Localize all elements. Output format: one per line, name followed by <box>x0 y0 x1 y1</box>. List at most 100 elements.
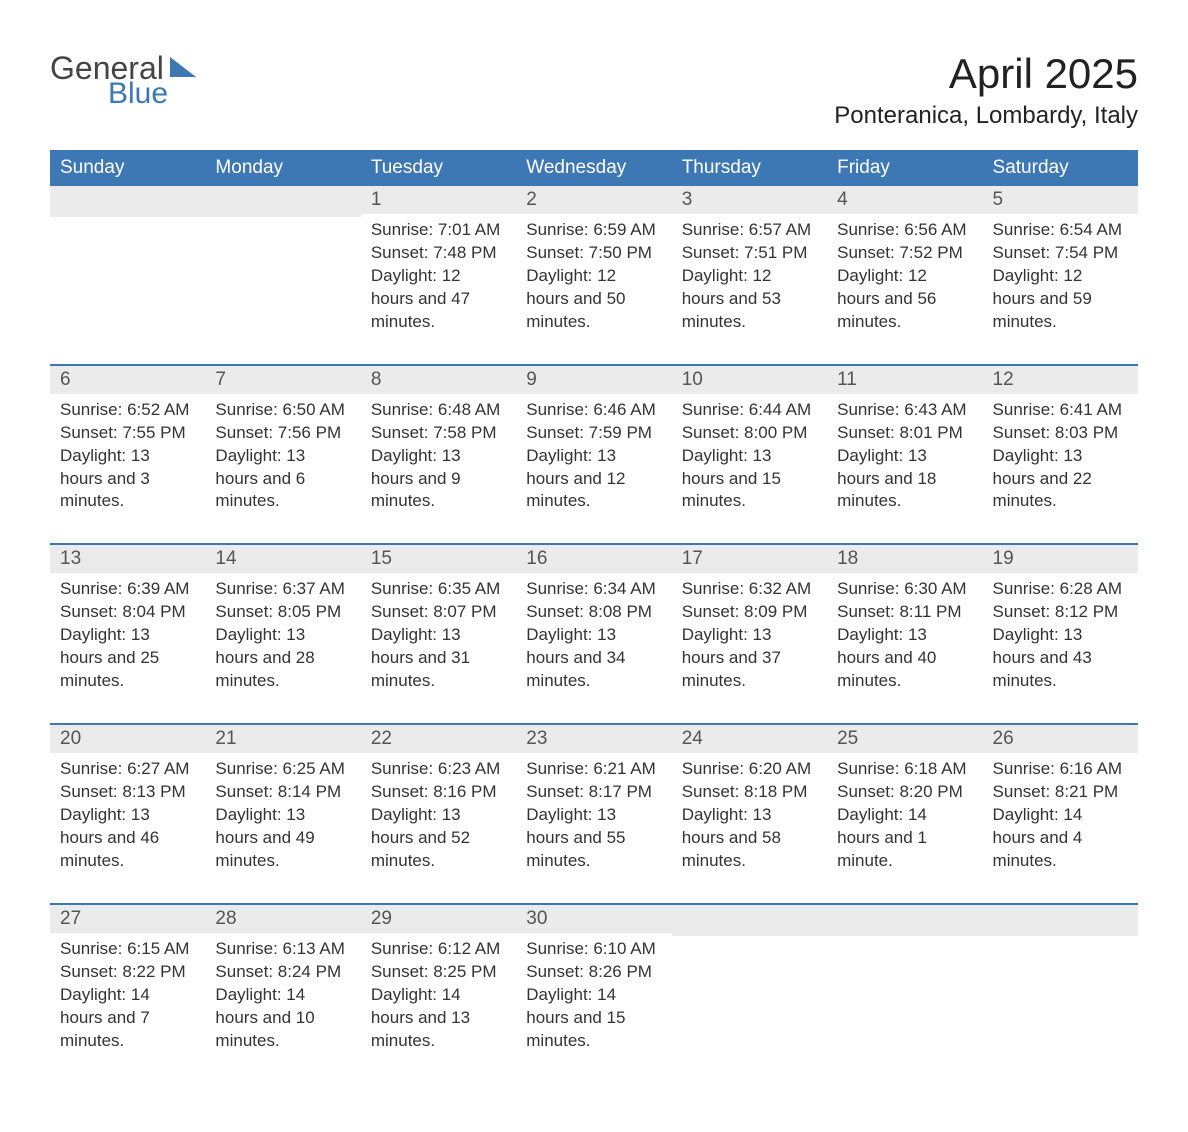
day-number: 8 <box>361 366 516 394</box>
daylight-text: Daylight: 14 hours and 13 minutes. <box>371 984 506 1053</box>
day-number: 3 <box>672 186 827 214</box>
sunrise-text: Sunrise: 7:01 AM <box>371 219 506 242</box>
day-number: 18 <box>827 545 982 573</box>
day-number: 19 <box>983 545 1138 573</box>
calendar-day-cell: 26Sunrise: 6:16 AMSunset: 8:21 PMDayligh… <box>983 724 1138 904</box>
weekday-header-row: Sunday Monday Tuesday Wednesday Thursday… <box>50 150 1138 186</box>
sunset-text: Sunset: 7:58 PM <box>371 422 506 445</box>
day-number: 9 <box>516 366 671 394</box>
weekday-header: Wednesday <box>516 150 671 186</box>
day-content: Sunrise: 6:41 AMSunset: 8:03 PMDaylight:… <box>983 394 1138 544</box>
sunrise-text: Sunrise: 6:23 AM <box>371 758 506 781</box>
day-content: Sunrise: 6:34 AMSunset: 8:08 PMDaylight:… <box>516 573 671 723</box>
day-number: 6 <box>50 366 205 394</box>
day-number: 2 <box>516 186 671 214</box>
sunset-text: Sunset: 8:16 PM <box>371 781 506 804</box>
daylight-text: Daylight: 12 hours and 53 minutes. <box>682 265 817 334</box>
calendar-day-cell: 2Sunrise: 6:59 AMSunset: 7:50 PMDaylight… <box>516 186 671 365</box>
sunset-text: Sunset: 7:51 PM <box>682 242 817 265</box>
sunset-text: Sunset: 8:22 PM <box>60 961 195 984</box>
calendar-day-cell: 6Sunrise: 6:52 AMSunset: 7:55 PMDaylight… <box>50 365 205 545</box>
sunrise-text: Sunrise: 6:30 AM <box>837 578 972 601</box>
day-number: 23 <box>516 725 671 753</box>
sunrise-text: Sunrise: 6:35 AM <box>371 578 506 601</box>
daylight-text: Daylight: 13 hours and 28 minutes. <box>215 624 350 693</box>
calendar-day-cell: 5Sunrise: 6:54 AMSunset: 7:54 PMDaylight… <box>983 186 1138 365</box>
sunset-text: Sunset: 8:21 PM <box>993 781 1128 804</box>
daylight-text: Daylight: 13 hours and 52 minutes. <box>371 804 506 873</box>
calendar-day-cell: 1Sunrise: 7:01 AMSunset: 7:48 PMDaylight… <box>361 186 516 365</box>
daylight-text: Daylight: 13 hours and 40 minutes. <box>837 624 972 693</box>
day-content: Sunrise: 6:48 AMSunset: 7:58 PMDaylight:… <box>361 394 516 544</box>
day-number <box>205 186 360 217</box>
calendar-day-cell: 10Sunrise: 6:44 AMSunset: 8:00 PMDayligh… <box>672 365 827 545</box>
day-content: Sunrise: 6:37 AMSunset: 8:05 PMDaylight:… <box>205 573 360 723</box>
calendar-day-cell: 4Sunrise: 6:56 AMSunset: 7:52 PMDaylight… <box>827 186 982 365</box>
daylight-text: Daylight: 13 hours and 9 minutes. <box>371 445 506 514</box>
sunrise-text: Sunrise: 6:37 AM <box>215 578 350 601</box>
day-content: Sunrise: 6:25 AMSunset: 8:14 PMDaylight:… <box>205 753 360 903</box>
day-number: 16 <box>516 545 671 573</box>
sunset-text: Sunset: 8:09 PM <box>682 601 817 624</box>
weekday-header: Thursday <box>672 150 827 186</box>
day-content: Sunrise: 6:12 AMSunset: 8:25 PMDaylight:… <box>361 933 516 1083</box>
calendar-table: Sunday Monday Tuesday Wednesday Thursday… <box>50 150 1138 1082</box>
sunrise-text: Sunrise: 6:28 AM <box>993 578 1128 601</box>
day-number: 17 <box>672 545 827 573</box>
sunset-text: Sunset: 8:08 PM <box>526 601 661 624</box>
day-content <box>983 936 1138 1061</box>
calendar-day-cell: 21Sunrise: 6:25 AMSunset: 8:14 PMDayligh… <box>205 724 360 904</box>
sunset-text: Sunset: 7:59 PM <box>526 422 661 445</box>
sunrise-text: Sunrise: 6:41 AM <box>993 399 1128 422</box>
day-content <box>50 217 205 342</box>
calendar-day-cell: 7Sunrise: 6:50 AMSunset: 7:56 PMDaylight… <box>205 365 360 545</box>
calendar-day-cell <box>827 904 982 1083</box>
sunrise-text: Sunrise: 6:59 AM <box>526 219 661 242</box>
daylight-text: Daylight: 14 hours and 7 minutes. <box>60 984 195 1053</box>
day-content: Sunrise: 6:18 AMSunset: 8:20 PMDaylight:… <box>827 753 982 903</box>
sunset-text: Sunset: 8:20 PM <box>837 781 972 804</box>
weekday-header: Tuesday <box>361 150 516 186</box>
calendar-day-cell: 3Sunrise: 6:57 AMSunset: 7:51 PMDaylight… <box>672 186 827 365</box>
calendar-day-cell: 13Sunrise: 6:39 AMSunset: 8:04 PMDayligh… <box>50 544 205 724</box>
calendar-week-row: 6Sunrise: 6:52 AMSunset: 7:55 PMDaylight… <box>50 365 1138 545</box>
calendar-day-cell: 25Sunrise: 6:18 AMSunset: 8:20 PMDayligh… <box>827 724 982 904</box>
daylight-text: Daylight: 12 hours and 50 minutes. <box>526 265 661 334</box>
calendar-day-cell: 27 Sunrise: 6:15 AMSunset: 8:22 PMDayligh… <box>50 904 205 1083</box>
calendar-week-row: 27Sunrise: 6:15 AMSunset: 8:22 PMDayligh… <box>50 904 1138 1083</box>
sunrise-text: Sunrise: 6:27 AM <box>60 758 195 781</box>
calendar-day-cell: 9Sunrise: 6:46 AMSunset: 7:59 PMDaylight… <box>516 365 671 545</box>
logo: General Blue <box>50 50 196 111</box>
daylight-text: Daylight: 13 hours and 18 minutes. <box>837 445 972 514</box>
day-number: 15 <box>361 545 516 573</box>
day-number: 27 <box>50 905 205 933</box>
sunrise-text: Sunrise: 6:54 AM <box>993 219 1128 242</box>
day-content: Sunrise: 6:52 AMSunset: 7:55 PMDaylight:… <box>50 394 205 544</box>
sunset-text: Sunset: 8:00 PM <box>682 422 817 445</box>
calendar-day-cell: 19Sunrise: 6:28 AMSunset: 8:12 PMDayligh… <box>983 544 1138 724</box>
day-content: Sunrise: 6:56 AMSunset: 7:52 PMDaylight:… <box>827 214 982 364</box>
day-number: 29 <box>361 905 516 933</box>
daylight-text: Daylight: 12 hours and 56 minutes. <box>837 265 972 334</box>
calendar-day-cell: 12Sunrise: 6:41 AMSunset: 8:03 PMDayligh… <box>983 365 1138 545</box>
sunset-text: Sunset: 8:07 PM <box>371 601 506 624</box>
calendar-day-cell <box>205 186 360 365</box>
calendar-day-cell: 15Sunrise: 6:35 AMSunset: 8:07 PMDayligh… <box>361 544 516 724</box>
day-number: 11 <box>827 366 982 394</box>
calendar-day-cell: 23Sunrise: 6:21 AMSunset: 8:17 PMDayligh… <box>516 724 671 904</box>
sunrise-text: Sunrise: 6:15 AM <box>60 938 195 961</box>
daylight-text: Daylight: 13 hours and 12 minutes. <box>526 445 661 514</box>
sunrise-text: Sunrise: 6:44 AM <box>682 399 817 422</box>
sunrise-text: Sunrise: 6:13 AM <box>215 938 350 961</box>
day-content: Sunrise: 6:44 AMSunset: 8:00 PMDaylight:… <box>672 394 827 544</box>
calendar-week-row: 1Sunrise: 7:01 AMSunset: 7:48 PMDaylight… <box>50 186 1138 365</box>
day-number: 12 <box>983 366 1138 394</box>
daylight-text: Daylight: 13 hours and 55 minutes. <box>526 804 661 873</box>
calendar-day-cell: 20Sunrise: 6:27 AMSunset: 8:13 PMDayligh… <box>50 724 205 904</box>
sunset-text: Sunset: 7:54 PM <box>993 242 1128 265</box>
sunset-text: Sunset: 8:13 PM <box>60 781 195 804</box>
sunrise-text: Sunrise: 6:32 AM <box>682 578 817 601</box>
weekday-header: Monday <box>205 150 360 186</box>
day-content: Sunrise: 6:21 AMSunset: 8:17 PMDaylight:… <box>516 753 671 903</box>
day-content: Sunrise: 6:10 AMSunset: 8:26 PMDaylight:… <box>516 933 671 1083</box>
